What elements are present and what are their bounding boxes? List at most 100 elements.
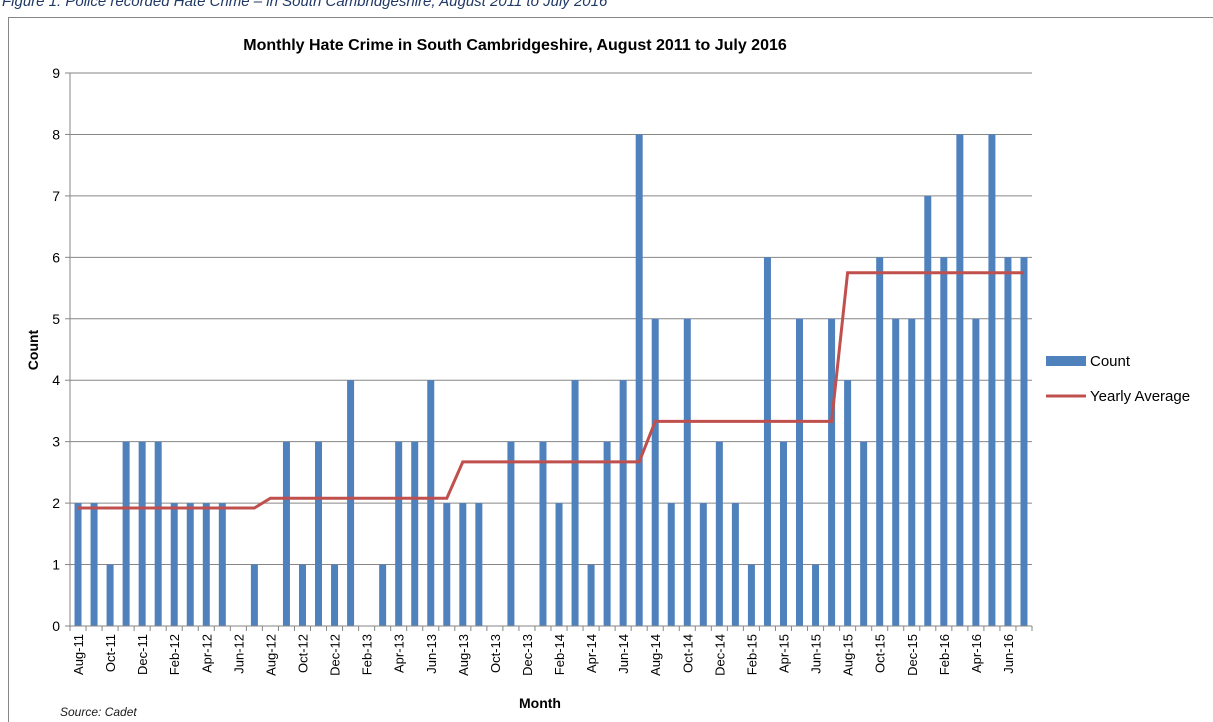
bar-sep-14 — [667, 503, 675, 626]
bar-mar-16 — [956, 134, 964, 626]
bar-may-16 — [988, 134, 996, 626]
x-tick-label: Dec-15 — [905, 634, 920, 676]
bar-aug-15 — [844, 380, 852, 626]
bar-dec-14 — [715, 441, 723, 626]
bar-jan-13 — [347, 380, 355, 626]
bar-mar-13 — [379, 564, 387, 626]
bar-apr-13 — [395, 441, 403, 626]
legend-count-swatch — [1046, 356, 1086, 366]
bar-jan-12 — [154, 441, 162, 626]
y-axis-label: Count — [25, 329, 41, 370]
y-tick-label: 4 — [52, 372, 60, 388]
x-tick-label: Jun-16 — [1001, 634, 1016, 674]
x-tick-label: Apr-12 — [199, 634, 214, 673]
x-tick-label: Dec-11 — [135, 634, 150, 675]
bar-oct-12 — [298, 564, 306, 626]
bar-dec-15 — [908, 318, 916, 626]
bar-jun-13 — [427, 380, 435, 626]
bar-feb-16 — [940, 257, 948, 626]
bar-oct-11 — [106, 564, 114, 626]
bar-apr-16 — [972, 318, 980, 626]
bar-jul-13 — [443, 503, 451, 626]
x-tick-label: Feb-14 — [552, 634, 567, 675]
x-tick-label: Dec-14 — [712, 634, 727, 676]
bar-sep-11 — [90, 503, 98, 626]
y-tick-label: 8 — [52, 126, 60, 142]
bar-feb-12 — [170, 503, 178, 626]
x-tick-label: Aug-11 — [71, 634, 86, 675]
legend-average-label: Yearly Average — [1090, 388, 1190, 405]
bar-dec-11 — [138, 441, 146, 626]
legend: Count Yearly Average — [1046, 353, 1190, 405]
x-tick-label: Dec-13 — [520, 634, 535, 676]
figure-caption: Figure 1: Police recorded Hate Crime – i… — [2, 0, 608, 10]
bar-apr-15 — [779, 441, 787, 626]
bar-mar-14 — [571, 380, 579, 626]
x-tick-label: Apr-14 — [584, 634, 599, 673]
bar-sep-12 — [282, 441, 290, 626]
bar-apr-14 — [587, 564, 595, 626]
y-tick-label: 9 — [52, 65, 60, 81]
x-tick-label: Aug-13 — [456, 634, 471, 676]
x-tick-label: Dec-12 — [328, 634, 343, 676]
x-tick-label: Oct-12 — [295, 634, 310, 673]
source-note: Source: Cadet — [60, 705, 137, 719]
bars — [74, 134, 1028, 626]
x-tick-label: Apr-15 — [776, 634, 791, 673]
bar-jul-16 — [1020, 257, 1028, 626]
bar-feb-15 — [747, 564, 755, 626]
bar-aug-13 — [459, 503, 467, 626]
x-tick-label: Jun-13 — [424, 634, 439, 674]
bar-jul-15 — [828, 318, 836, 626]
y-tick-label: 6 — [52, 249, 60, 265]
y-tick-label: 5 — [52, 311, 60, 327]
y-axis: 0 1 2 3 4 5 6 7 8 9 — [52, 65, 71, 634]
bar-jul-12 — [250, 564, 258, 626]
x-tick-label: Aug-14 — [648, 634, 663, 676]
x-tick-label: Jun-12 — [231, 634, 246, 674]
bar-may-12 — [218, 503, 226, 626]
x-tick-label: Aug-12 — [263, 634, 278, 676]
bar-jun-16 — [1004, 257, 1012, 626]
bar-aug-11 — [74, 503, 82, 626]
y-tick-label: 3 — [52, 434, 60, 450]
x-tick-label: Jun-15 — [809, 634, 824, 674]
x-tick-label: Apr-13 — [392, 634, 407, 673]
bar-jul-14 — [635, 134, 643, 626]
bar-sep-15 — [860, 441, 868, 626]
x-tick-label: Aug-15 — [841, 634, 856, 676]
bar-nov-11 — [122, 441, 130, 626]
bar-nov-12 — [315, 441, 323, 626]
bar-jan-16 — [924, 195, 932, 626]
x-tick-label: Feb-12 — [167, 634, 182, 675]
bar-mar-12 — [186, 503, 194, 626]
bar-nov-15 — [892, 318, 900, 626]
bar-oct-15 — [876, 257, 884, 626]
bar-oct-14 — [683, 318, 691, 626]
bar-jun-15 — [812, 564, 820, 626]
y-tick-label: 1 — [52, 557, 60, 573]
x-tick-label: Oct-14 — [680, 634, 695, 673]
bar-jan-15 — [731, 503, 739, 626]
legend-count-label: Count — [1090, 353, 1131, 370]
bar-may-14 — [603, 441, 611, 626]
x-axis: Aug-11 Oct-11 Dec-11 Feb-12 Apr-12 Jun-12 Aug-… — [69, 625, 1033, 676]
bar-nov-13 — [507, 441, 515, 626]
bar-nov-14 — [699, 503, 707, 626]
chart-frame — [8, 17, 1213, 722]
chart-title: Monthly Hate Crime in South Cambridgeshi… — [243, 37, 787, 54]
yearly-average-line — [78, 271, 1024, 510]
y-tick-label: 2 — [52, 495, 60, 511]
bar-feb-14 — [555, 503, 563, 626]
x-tick-label: Jun-14 — [616, 634, 631, 674]
x-tick-label: Oct-11 — [103, 634, 118, 672]
average-line — [78, 271, 1024, 510]
bar-mar-15 — [763, 257, 771, 626]
bar-dec-12 — [331, 564, 339, 626]
x-tick-label: Apr-16 — [969, 634, 984, 673]
bar-may-15 — [796, 318, 804, 626]
bar-jun-14 — [619, 380, 627, 626]
x-tick-label: Feb-15 — [744, 634, 759, 675]
bar-apr-12 — [202, 503, 210, 626]
